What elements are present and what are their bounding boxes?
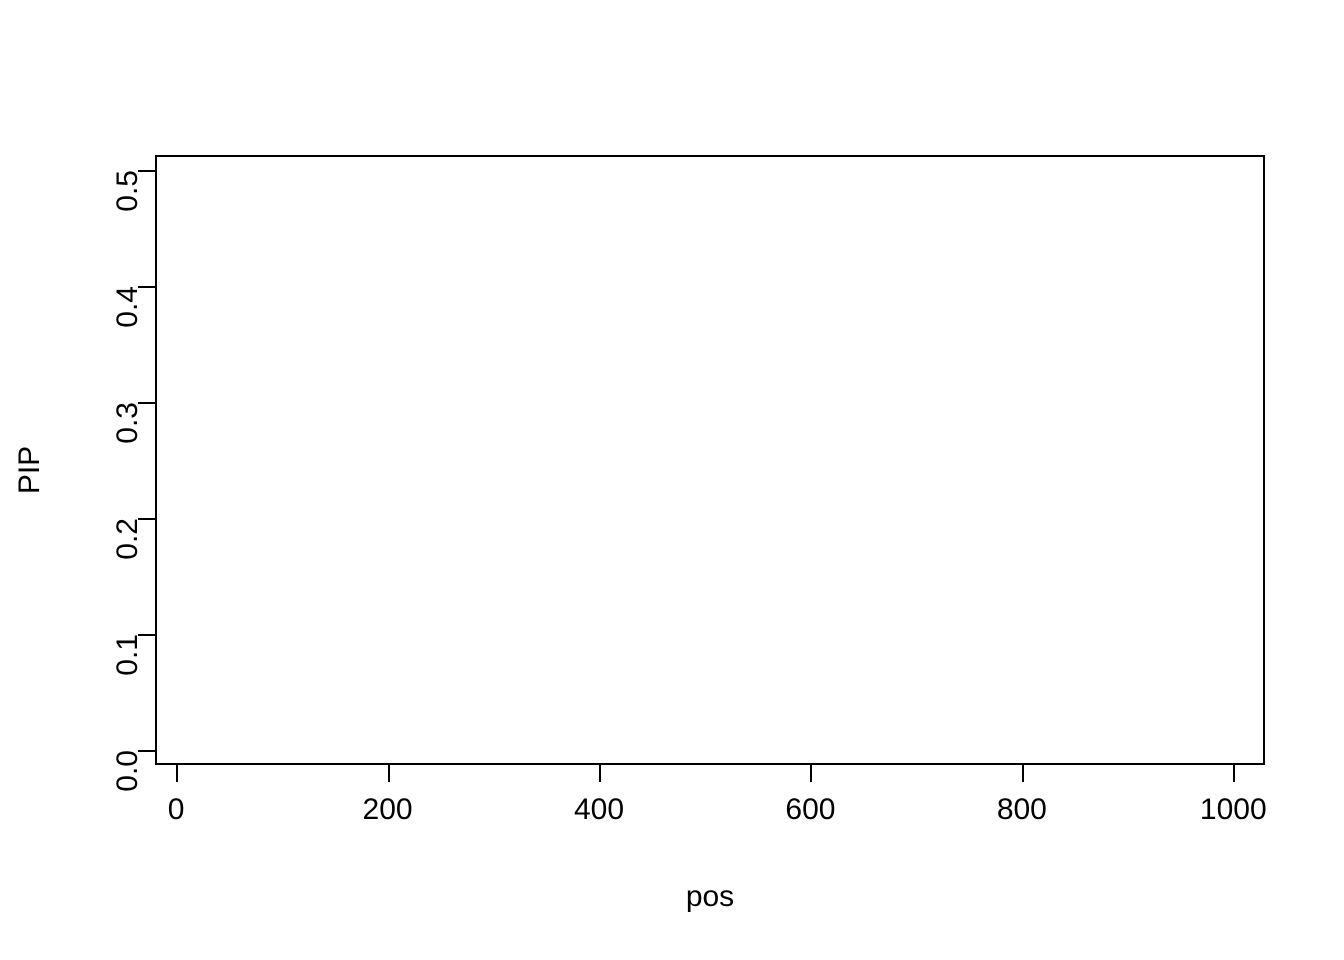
plot-frame bbox=[155, 155, 1265, 765]
x-axis-tick bbox=[176, 765, 179, 782]
x-axis-tick-label: 200 bbox=[362, 793, 413, 826]
x-axis-tick bbox=[599, 765, 601, 782]
x-axis-tick-label: 800 bbox=[996, 793, 1047, 826]
x-axis-tick bbox=[1233, 765, 1236, 782]
x-axis-tick-label: 600 bbox=[785, 793, 836, 826]
x-axis-tick bbox=[810, 765, 813, 782]
x-axis-tick-label: 400 bbox=[573, 793, 625, 826]
y-axis-tick bbox=[138, 518, 155, 521]
y-axis-tick bbox=[138, 285, 155, 288]
y-axis-tick bbox=[138, 169, 155, 172]
x-axis-title: pos bbox=[685, 880, 735, 913]
y-axis-title: PIP bbox=[13, 445, 46, 495]
x-axis-tick-label: 1000 bbox=[1199, 793, 1267, 826]
x-axis-tick-label: 0 bbox=[167, 793, 185, 826]
y-axis-tick bbox=[138, 401, 155, 404]
x-axis-tick bbox=[1021, 765, 1024, 782]
y-axis-tick bbox=[138, 750, 155, 753]
x-axis-tick bbox=[387, 765, 390, 782]
y-axis-tick bbox=[138, 634, 155, 637]
